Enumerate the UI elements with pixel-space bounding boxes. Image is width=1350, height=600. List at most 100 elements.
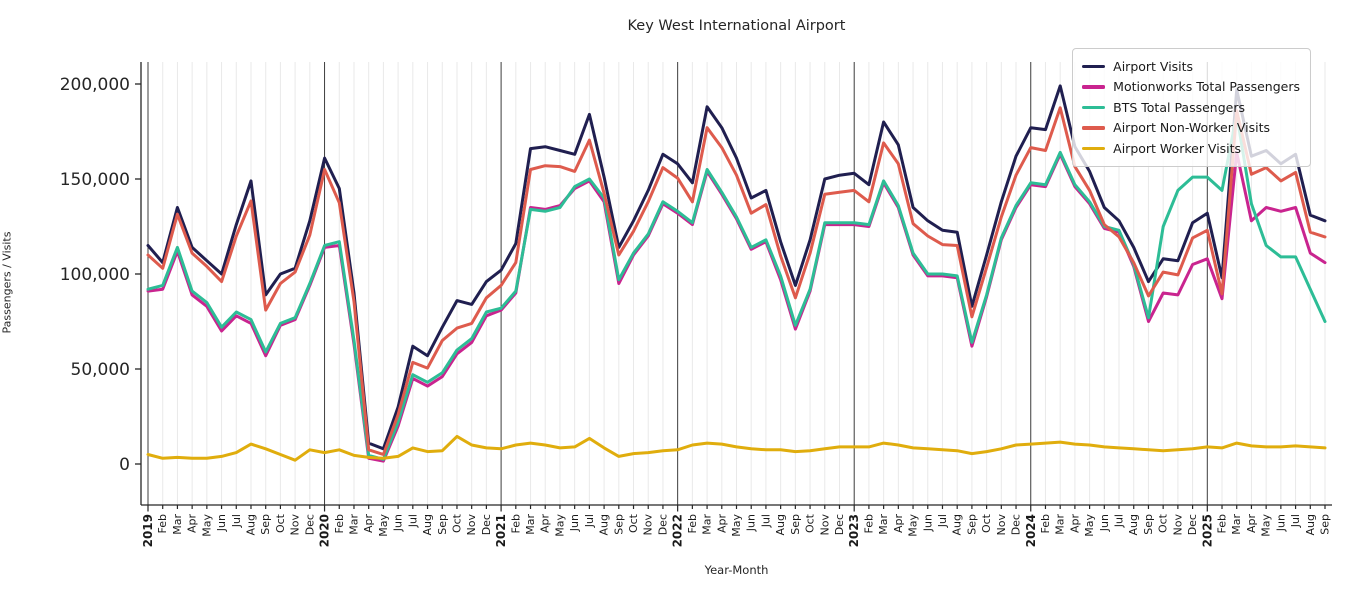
x-tick-label: Nov: [642, 514, 655, 536]
y-tick-label: 100,000: [60, 265, 130, 285]
x-tick-label: Oct: [450, 513, 463, 533]
x-tick-label: Jun: [921, 514, 934, 532]
x-tick-label: May: [1083, 514, 1096, 537]
x-tick-label: Sep: [436, 514, 449, 535]
legend-item: Motionworks Total Passengers: [1082, 77, 1300, 98]
x-tick-label: Sep: [259, 514, 272, 535]
x-tick-label: Feb: [333, 514, 346, 533]
x-tick-label: Jun: [215, 514, 228, 532]
x-tick-label: Nov: [995, 514, 1008, 536]
x-tick-label: Aug: [421, 514, 434, 535]
x-tick-label: May: [377, 514, 390, 537]
x-tick-label: Nov: [465, 514, 478, 536]
x-tick-label: Mar: [524, 514, 537, 535]
x-tick-label: Dec: [1010, 514, 1023, 535]
x-tick-label: Apr: [362, 514, 375, 534]
x-tick-label: 2022: [671, 514, 685, 547]
x-tick-label: Feb: [686, 514, 699, 533]
series-line-airport-worker-visits: [146, 434, 1327, 462]
x-tick-label: Aug: [244, 514, 257, 535]
x-tick-label: May: [1260, 514, 1273, 537]
x-tick-label: Aug: [1304, 514, 1317, 535]
y-axis-label: Passengers / Visits: [0, 231, 14, 334]
x-tick-label: Feb: [509, 514, 522, 533]
legend-line-swatch: [1082, 126, 1106, 130]
x-tick-label: Aug: [951, 514, 964, 535]
x-tick-label: Dec: [833, 514, 846, 535]
x-tick-label: Apr: [539, 514, 552, 534]
legend-line-swatch: [1082, 85, 1106, 89]
y-tick-label: 50,000: [71, 360, 130, 380]
x-tick-label: 2019: [141, 514, 155, 547]
x-tick-label: Jul: [583, 514, 596, 528]
x-tick-label: Feb: [862, 514, 875, 533]
x-tick-label: Sep: [965, 514, 978, 535]
x-tick-label: Sep: [612, 514, 625, 535]
x-tick-label: Mar: [1230, 514, 1243, 535]
x-tick-label: Apr: [186, 514, 199, 534]
x-tick-label: Sep: [789, 514, 802, 535]
x-tick-label: Oct: [1157, 513, 1170, 533]
legend-item: Airport Non-Worker Visits: [1082, 118, 1300, 139]
legend-label: Airport Worker Visits: [1113, 140, 1242, 156]
x-tick-label: Jul: [230, 514, 243, 528]
x-tick-label: Jun: [392, 514, 405, 532]
x-tick-label: May: [907, 514, 920, 537]
x-tick-label: Jun: [1098, 514, 1111, 532]
legend-label: Motionworks Total Passengers: [1113, 79, 1300, 95]
x-tick-label: 2024: [1024, 514, 1038, 547]
x-tick-label: Feb: [156, 514, 169, 533]
x-tick-label: Feb: [1039, 514, 1052, 533]
x-tick-label: Oct: [804, 513, 817, 533]
x-tick-label: Sep: [1142, 514, 1155, 535]
x-tick-label: Jul: [1289, 514, 1302, 528]
x-tick-label: 2023: [847, 514, 861, 547]
x-tick-label: May: [200, 514, 213, 537]
x-tick-label: Nov: [1171, 514, 1184, 536]
x-tick-label: Apr: [715, 514, 728, 534]
x-tick-label: Dec: [303, 514, 316, 535]
x-tick-label: Oct: [627, 513, 640, 533]
x-tick-label: 2025: [1200, 514, 1214, 547]
x-tick-label: Mar: [171, 514, 184, 535]
legend-label: Airport Visits: [1113, 58, 1194, 74]
x-tick-label: Sep: [1319, 514, 1332, 535]
x-tick-label: Jun: [745, 514, 758, 532]
x-tick-label: Nov: [289, 514, 302, 536]
x-tick-label: Dec: [1186, 514, 1199, 535]
x-tick-label: 2021: [494, 514, 508, 547]
x-tick-label: Apr: [892, 514, 905, 534]
x-tick-label: Mar: [877, 514, 890, 535]
legend-item: BTS Total Passengers: [1082, 97, 1300, 118]
y-tick-label: 0: [119, 455, 130, 475]
x-tick-label: Oct: [980, 513, 993, 533]
legend-label: BTS Total Passengers: [1113, 99, 1245, 115]
legend-item: Airport Worker Visits: [1082, 138, 1300, 159]
x-tick-label: Aug: [1127, 514, 1140, 535]
x-tick-label: Jun: [568, 514, 581, 532]
legend-line-swatch: [1082, 146, 1106, 150]
legend: Airport Visits Motionworks Total Passenge…: [1072, 48, 1311, 167]
x-tick-label: Jun: [1274, 514, 1287, 532]
x-tick-label: Oct: [274, 513, 287, 533]
legend-line-swatch: [1082, 64, 1106, 68]
legend-item: Airport Visits: [1082, 56, 1300, 77]
x-tick-label: May: [730, 514, 743, 537]
x-tick-label: Nov: [818, 514, 831, 536]
x-tick-label: Jul: [406, 514, 419, 528]
x-tick-label: Feb: [1216, 514, 1229, 533]
x-tick-label: Jul: [1113, 514, 1126, 528]
legend-line-swatch: [1082, 105, 1106, 109]
x-tick-label: Aug: [598, 514, 611, 535]
legend-label: Airport Non-Worker Visits: [1113, 120, 1270, 136]
y-tick-label: 200,000: [60, 75, 130, 95]
x-tick-label: Jul: [936, 514, 949, 528]
x-tick-label: Mar: [1054, 514, 1067, 535]
x-tick-label: Jul: [759, 514, 772, 528]
x-tick-label: 2020: [318, 514, 332, 547]
x-tick-label: Dec: [480, 514, 493, 535]
series-line-airport-non-worker-visits: [146, 106, 1327, 456]
series-line-airport-visits: [146, 84, 1327, 451]
